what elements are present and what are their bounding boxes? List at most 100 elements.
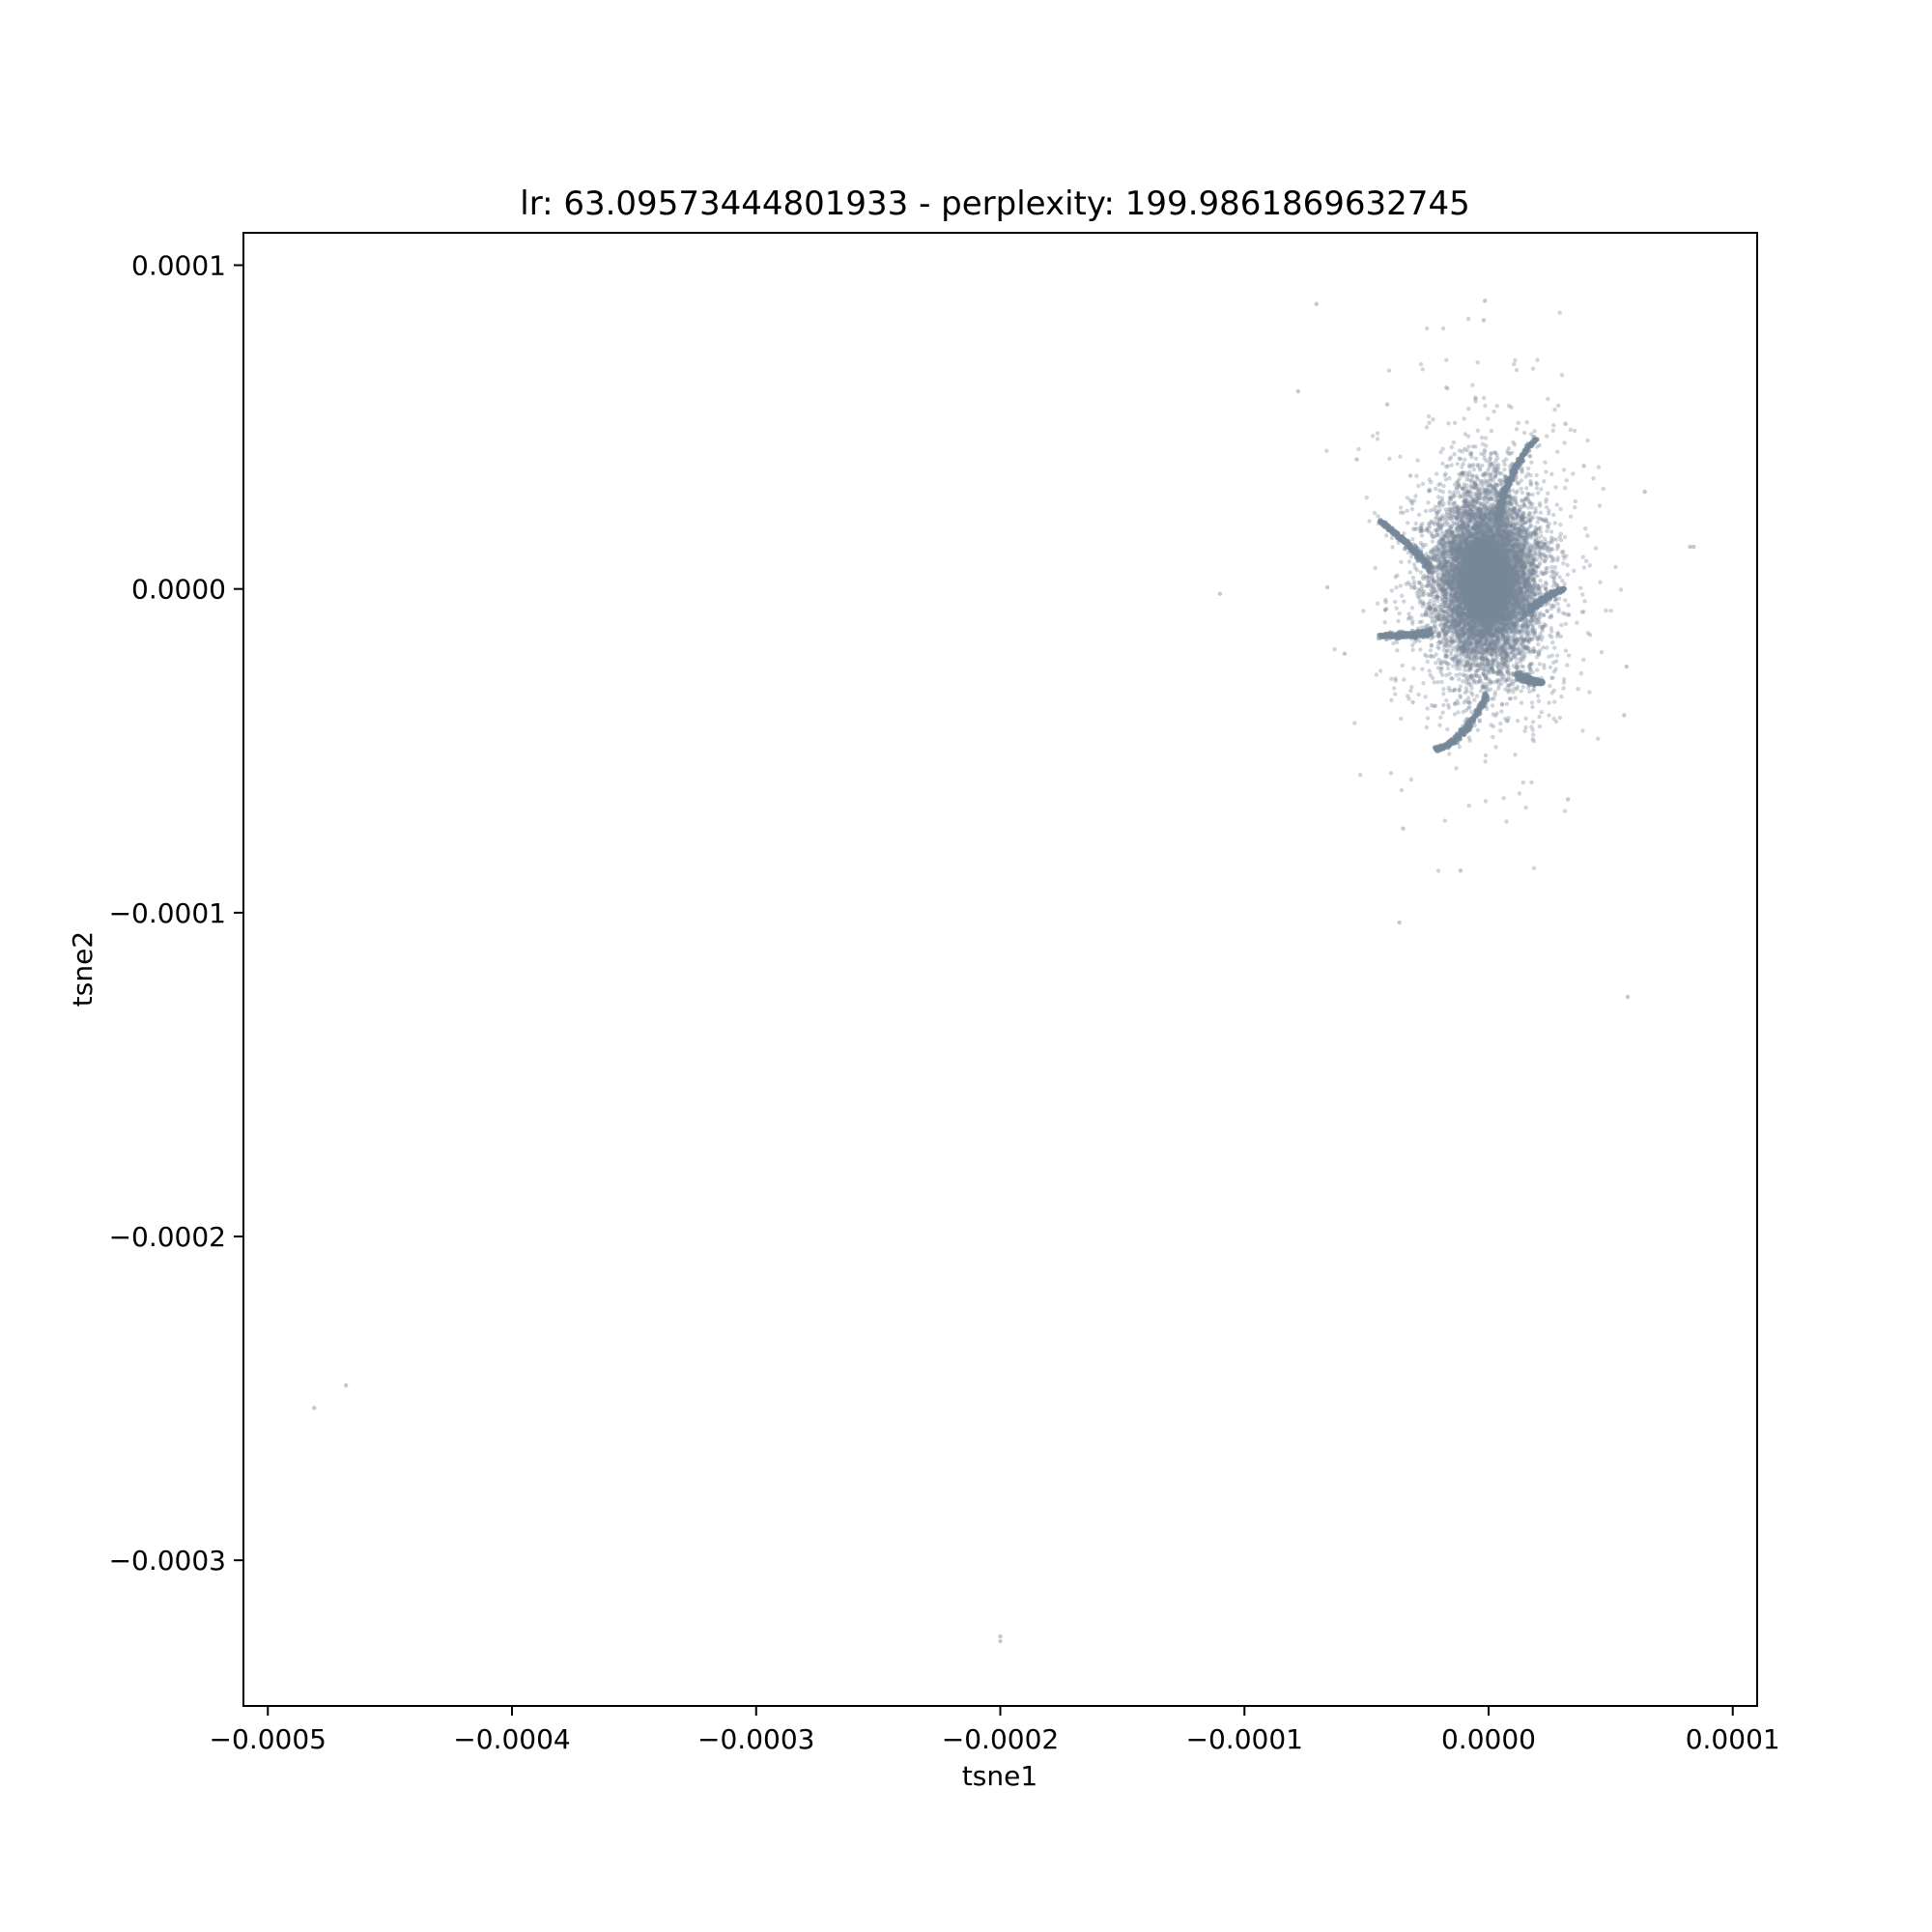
- scatter-point: [1531, 578, 1536, 583]
- scatter-point: [1506, 624, 1511, 630]
- scatter-point: [1446, 604, 1452, 609]
- scatter-point: [1488, 627, 1492, 632]
- scatter-point: [1458, 639, 1463, 644]
- scatter-point: [1466, 735, 1472, 740]
- scatter-point: [1462, 625, 1466, 630]
- scatter-point: [1446, 619, 1451, 624]
- scatter-point: [1479, 651, 1485, 656]
- scatter-point: [1440, 461, 1445, 467]
- scatter-point: [1408, 688, 1413, 694]
- scatter-point: [1490, 483, 1494, 488]
- scatter-point: [1480, 652, 1486, 658]
- scatter-point: [1497, 534, 1502, 539]
- scatter-point: [1462, 633, 1466, 638]
- scatter-point: [1442, 549, 1447, 554]
- scatter-point: [1441, 569, 1447, 574]
- scatter-point: [1460, 531, 1464, 536]
- scatter-point: [1461, 462, 1465, 467]
- scatter-point: [1512, 625, 1517, 630]
- scatter-point: [1491, 532, 1495, 537]
- scatter-point: [1475, 506, 1481, 511]
- scatter-point: [1458, 550, 1463, 554]
- scatter-point: [1501, 533, 1507, 539]
- scatter-point: [1491, 624, 1495, 629]
- scatter-point: [1503, 663, 1509, 668]
- scatter-point: [1456, 508, 1461, 513]
- scatter-point: [1519, 515, 1523, 520]
- scatter-point: [1448, 603, 1453, 608]
- scatter-point: [1557, 715, 1563, 721]
- scatter-point: [1542, 622, 1547, 627]
- scatter-point: [1514, 554, 1520, 558]
- scatter-point: [1548, 665, 1553, 669]
- scatter-point: [1446, 578, 1451, 582]
- scatter-point: [1538, 540, 1544, 545]
- scatter-point: [1494, 463, 1499, 468]
- scatter-point: [1484, 648, 1490, 654]
- scatter-point: [1477, 650, 1482, 655]
- scatter-point: [1492, 474, 1498, 479]
- scatter-point: [1477, 515, 1483, 521]
- scatter-point: [1418, 647, 1423, 652]
- scatter-point: [1451, 622, 1457, 627]
- scatter-point: [1484, 675, 1489, 680]
- scatter-point: [1457, 619, 1462, 625]
- scatter-point: [1473, 517, 1478, 523]
- scatter-point: [1492, 648, 1496, 653]
- scatter-point: [1501, 614, 1506, 619]
- scatter-point: [1426, 500, 1431, 505]
- scatter-point: [1429, 480, 1434, 485]
- scatter-point: [1580, 592, 1585, 597]
- scatter-point: [1458, 609, 1463, 613]
- scatter-point: [1477, 466, 1483, 470]
- scatter-point: [1518, 542, 1523, 548]
- scatter-point: [1456, 545, 1462, 551]
- scatter-point: [1457, 744, 1463, 750]
- scatter-point: [1526, 526, 1531, 531]
- scatter-point: [1533, 529, 1538, 534]
- scatter-point: [1486, 627, 1491, 632]
- scatter-point: [1495, 530, 1501, 535]
- scatter-point: [1455, 659, 1460, 665]
- scatter-point: [1441, 614, 1446, 619]
- scatter-point: [1463, 668, 1467, 672]
- scatter-point: [1613, 564, 1618, 570]
- scatter-point: [1472, 633, 1478, 638]
- scatter-point: [1523, 520, 1529, 525]
- scatter-point: [1471, 531, 1477, 536]
- scatter-point: [1491, 485, 1496, 490]
- scatter-point: [1517, 590, 1521, 595]
- scatter-point: [1510, 602, 1515, 607]
- scatter-point: [1455, 603, 1461, 609]
- scatter-point: [1460, 643, 1465, 648]
- scatter-point: [1479, 507, 1484, 512]
- scatter-point: [1442, 604, 1447, 610]
- scatter-point: [1393, 692, 1398, 696]
- scatter-point: [1456, 546, 1461, 552]
- scatter-point: [1527, 689, 1532, 695]
- scatter-point: [1489, 647, 1494, 653]
- scatter-point: [1452, 654, 1458, 660]
- scatter-point: [1428, 648, 1434, 653]
- scatter-point: [1429, 589, 1435, 595]
- scatter-point: [1493, 745, 1498, 750]
- scatter-point: [1451, 600, 1457, 605]
- scatter-point: [1512, 361, 1517, 367]
- scatter-point: [1530, 720, 1536, 724]
- scatter-point: [1507, 631, 1512, 636]
- scatter-point: [1499, 533, 1505, 538]
- scatter-point: [1458, 636, 1463, 640]
- scatter-point: [1437, 539, 1442, 544]
- scatter-point: [1480, 628, 1486, 634]
- scatter-point: [1559, 622, 1564, 628]
- scatter-point: [1453, 564, 1459, 569]
- scatter-point: [1449, 563, 1454, 568]
- scatter-point: [1528, 482, 1534, 487]
- scatter-point: [1439, 679, 1444, 685]
- scatter-point: [1529, 700, 1535, 705]
- scatter-point: [1490, 491, 1495, 497]
- scatter-point: [1481, 651, 1486, 656]
- scatter-point: [1561, 468, 1567, 472]
- scatter-point: [1371, 434, 1376, 439]
- scatter-point: [1508, 524, 1514, 528]
